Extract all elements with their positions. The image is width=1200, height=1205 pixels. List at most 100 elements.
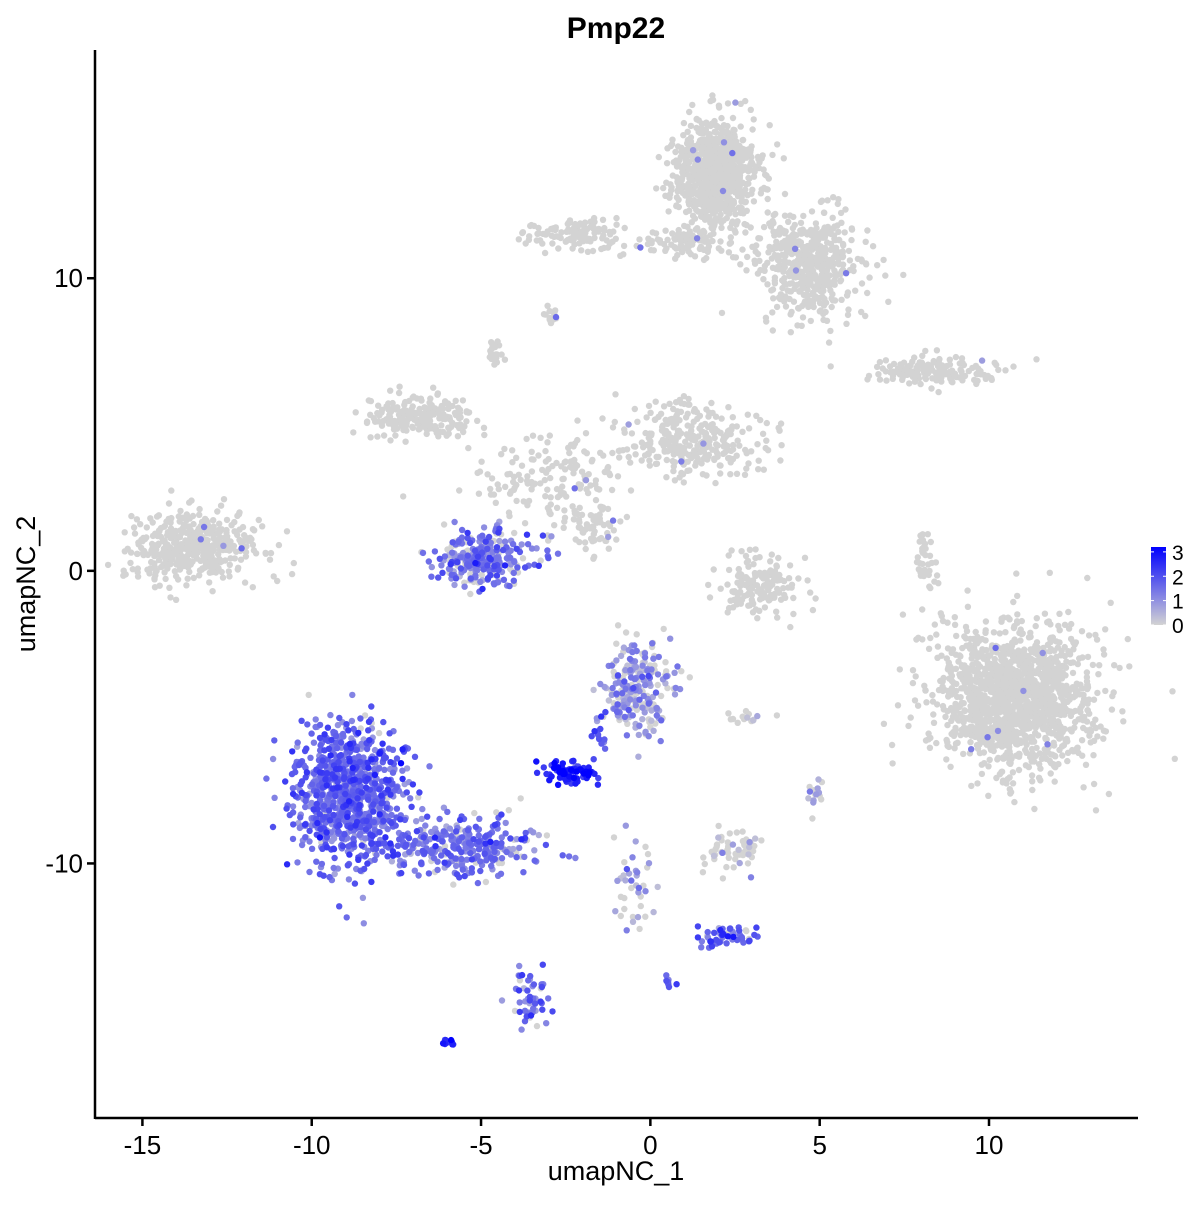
data-point <box>1011 728 1018 736</box>
data-point <box>842 206 849 213</box>
data-point <box>600 452 607 459</box>
data-point <box>775 554 782 562</box>
data-point <box>790 298 798 305</box>
data-point <box>617 518 624 525</box>
data-point <box>226 546 234 554</box>
data-point <box>825 339 833 346</box>
data-point <box>535 452 542 459</box>
data-point <box>166 584 173 591</box>
data-point <box>653 185 660 192</box>
data-point <box>203 536 210 544</box>
data-point <box>817 307 824 314</box>
data-point <box>614 622 622 629</box>
data-point <box>726 194 733 202</box>
data-point <box>785 584 792 591</box>
data-point <box>911 354 918 361</box>
data-point <box>882 357 890 364</box>
data-point <box>660 625 667 633</box>
data-point <box>590 214 598 222</box>
data-point <box>989 686 997 693</box>
data-point <box>972 362 980 370</box>
data-point <box>438 422 445 429</box>
data-point <box>196 511 203 518</box>
data-point <box>820 316 827 324</box>
data-point <box>183 582 190 589</box>
data-point <box>210 517 217 524</box>
data-point <box>899 611 907 618</box>
data-point <box>149 544 156 552</box>
data-point <box>835 255 842 262</box>
data-point <box>930 357 937 365</box>
data-point <box>702 215 709 223</box>
data-point <box>929 698 937 705</box>
data-point <box>1014 611 1021 618</box>
data-point <box>701 229 708 236</box>
data-point <box>627 459 634 466</box>
data-point <box>189 512 197 520</box>
data-point <box>1014 648 1021 655</box>
data-point <box>1083 697 1090 704</box>
data-point <box>693 409 700 416</box>
data-point <box>802 262 809 269</box>
data-point <box>711 455 718 462</box>
data-point <box>1119 708 1126 715</box>
data-point <box>775 266 782 273</box>
data-point <box>739 428 746 435</box>
data-point <box>977 679 984 686</box>
data-point <box>744 714 751 721</box>
data-point <box>1053 658 1060 665</box>
data-point <box>467 590 474 598</box>
data-point <box>1057 652 1064 659</box>
data-point <box>999 754 1007 761</box>
data-point <box>242 553 250 560</box>
data-point <box>986 718 993 725</box>
data-point <box>1003 713 1011 721</box>
data-point <box>636 236 643 243</box>
data-point <box>766 243 773 251</box>
data-point <box>1064 686 1071 693</box>
data-point <box>684 231 691 239</box>
data-point <box>684 186 691 193</box>
data-point <box>1009 769 1017 776</box>
data-point <box>480 424 488 431</box>
data-point <box>621 905 628 913</box>
data-point <box>1080 691 1087 698</box>
data-point <box>283 528 291 535</box>
data-point <box>944 687 952 695</box>
data-point <box>770 228 777 235</box>
data-point <box>233 548 240 555</box>
data-point <box>769 578 776 586</box>
data-point <box>922 737 930 744</box>
data-point <box>215 526 223 533</box>
data-point <box>104 561 112 569</box>
data-point <box>544 302 551 309</box>
data-point <box>409 424 417 432</box>
data-point <box>613 640 620 647</box>
data-point <box>605 697 612 704</box>
data-point <box>542 458 550 465</box>
data-point <box>239 523 247 531</box>
data-point <box>1095 671 1102 678</box>
data-point <box>672 419 679 426</box>
data-point <box>529 432 537 439</box>
data-point <box>747 106 754 114</box>
data-point <box>1080 717 1087 724</box>
data-point <box>1037 702 1044 710</box>
data-point <box>1005 735 1013 743</box>
data-point <box>664 448 671 455</box>
data-point <box>738 548 745 555</box>
data-point <box>885 298 892 305</box>
data-point <box>986 680 994 688</box>
data-point <box>696 425 703 432</box>
data-point <box>705 201 713 209</box>
data-point <box>911 697 919 704</box>
data-point <box>1002 367 1009 374</box>
data-point <box>176 534 184 541</box>
data-point <box>669 136 676 143</box>
data-point <box>975 650 982 657</box>
data-point <box>487 485 494 493</box>
data-point <box>685 395 692 403</box>
data-point <box>536 237 544 244</box>
data-point <box>570 224 578 232</box>
data-point <box>1056 639 1063 646</box>
